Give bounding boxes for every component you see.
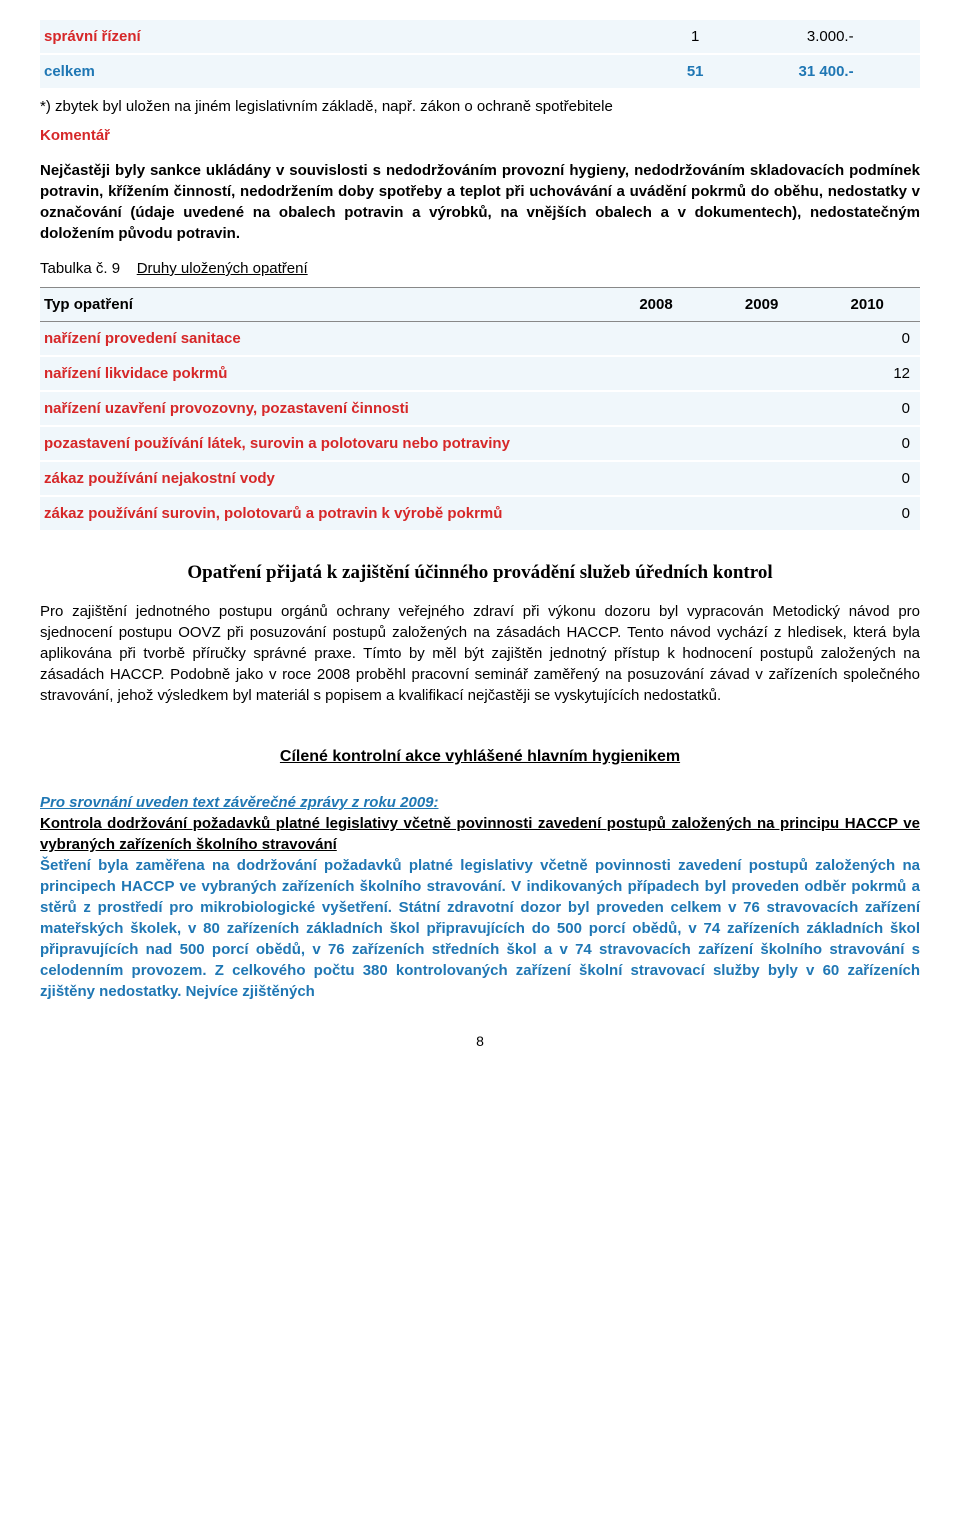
section2-body: Pro zajištění jednotného postupu orgánů …	[40, 601, 920, 706]
table-row: zákaz používání nejakostní vody 0	[40, 462, 920, 495]
row-label: nařízení provedení sanitace	[40, 328, 593, 349]
row-value: 0	[804, 503, 920, 524]
page-number: 8	[40, 1032, 920, 1052]
note-asterisk: *) zbytek byl uložen na jiném legislativ…	[40, 96, 920, 117]
row-label: pozastavení používání látek, surovin a p…	[40, 433, 593, 454]
row-label: správní řízení	[40, 26, 537, 47]
table-row: správní řízení 13.000.-	[40, 20, 920, 53]
table-row: nařízení uzavření provozovny, pozastaven…	[40, 392, 920, 425]
table-caption-link: Druhy uložených opatření	[137, 260, 308, 277]
row-value-1: 1	[642, 26, 748, 47]
row-value-2: 3.000.-	[748, 26, 864, 47]
table-row: nařízení provedení sanitace 0	[40, 322, 920, 355]
row-value: 0	[804, 328, 920, 349]
table9-col1: 2008	[603, 294, 709, 315]
row-value: 0	[804, 398, 920, 419]
section2-title: Opatření přijatá k zajištění účinného pr…	[40, 560, 920, 587]
blue-body: Šetření byla zaměřena na dodržování poža…	[40, 855, 920, 1002]
blue-line2: Kontrola dodržování požadavků platné leg…	[40, 813, 920, 855]
table9-col2: 2009	[709, 294, 815, 315]
row-label: zákaz používání surovin, polotovarů a po…	[40, 503, 593, 524]
table-row: nařízení likvidace pokrmů 12	[40, 357, 920, 390]
table9-body: nařízení provedení sanitace 0 nařízení lik…	[40, 322, 920, 530]
table9-col3: 2010	[814, 294, 920, 315]
blue-block: Pro srovnání uveden text závěrečné zpráv…	[40, 792, 920, 1002]
table-row: pozastavení používání látek, surovin a p…	[40, 427, 920, 460]
row-value-2: 31 400.-	[748, 61, 864, 82]
row-value: 0	[804, 468, 920, 489]
top-table: správní řízení 13.000.- celkem 5131 400.-	[40, 20, 920, 88]
blue-line1: Pro srovnání uveden text závěrečné zpráv…	[40, 792, 920, 813]
komentar-text: Nejčastěji byly sankce ukládány v souvis…	[40, 160, 920, 244]
table-row: celkem 5131 400.-	[40, 55, 920, 88]
row-value-1: 51	[642, 61, 748, 82]
row-label: celkem	[40, 61, 537, 82]
table-row: zákaz používání surovin, polotovarů a po…	[40, 497, 920, 530]
komentar-label: Komentář	[40, 127, 110, 144]
row-label: nařízení likvidace pokrmů	[40, 363, 593, 384]
row-label: zákaz používání nejakostní vody	[40, 468, 593, 489]
section3-title: Cílené kontrolní akce vyhlášené hlavním …	[40, 746, 920, 768]
table9-header: Typ opatření 2008 2009 2010	[40, 287, 920, 322]
row-value: 0	[804, 433, 920, 454]
table9-col0: Typ opatření	[40, 294, 603, 315]
row-value: 12	[804, 363, 920, 384]
table-caption-prefix: Tabulka č. 9	[40, 260, 120, 277]
row-label: nařízení uzavření provozovny, pozastaven…	[40, 398, 593, 419]
